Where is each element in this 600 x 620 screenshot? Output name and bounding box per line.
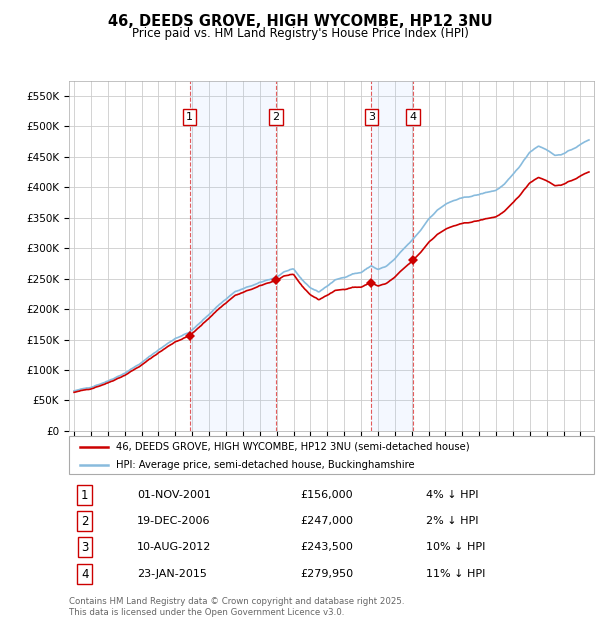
Text: HPI: Average price, semi-detached house, Buckinghamshire: HPI: Average price, semi-detached house,…	[116, 459, 415, 470]
Text: 46, DEEDS GROVE, HIGH WYCOMBE, HP12 3NU (semi-detached house): 46, DEEDS GROVE, HIGH WYCOMBE, HP12 3NU …	[116, 441, 470, 451]
Text: 46, DEEDS GROVE, HIGH WYCOMBE, HP12 3NU: 46, DEEDS GROVE, HIGH WYCOMBE, HP12 3NU	[107, 14, 493, 29]
Text: £247,000: £247,000	[300, 516, 353, 526]
Text: 4: 4	[409, 112, 416, 122]
Text: 2: 2	[81, 515, 89, 528]
Text: 23-JAN-2015: 23-JAN-2015	[137, 569, 207, 580]
Text: £279,950: £279,950	[300, 569, 353, 580]
Text: 10-AUG-2012: 10-AUG-2012	[137, 542, 212, 552]
Text: 11% ↓ HPI: 11% ↓ HPI	[426, 569, 485, 580]
Text: 1: 1	[81, 489, 89, 502]
Text: 10% ↓ HPI: 10% ↓ HPI	[426, 542, 485, 552]
Text: £243,500: £243,500	[300, 542, 353, 552]
Text: 2% ↓ HPI: 2% ↓ HPI	[426, 516, 479, 526]
Text: Contains HM Land Registry data © Crown copyright and database right 2025.
This d: Contains HM Land Registry data © Crown c…	[69, 598, 404, 617]
Text: Price paid vs. HM Land Registry's House Price Index (HPI): Price paid vs. HM Land Registry's House …	[131, 27, 469, 40]
Text: 4: 4	[81, 568, 89, 581]
FancyBboxPatch shape	[69, 436, 594, 474]
Text: 2: 2	[272, 112, 280, 122]
Text: 3: 3	[81, 541, 88, 554]
Text: 3: 3	[368, 112, 375, 122]
Text: £156,000: £156,000	[300, 490, 353, 500]
Bar	[190, 81, 276, 431]
Text: 01-NOV-2001: 01-NOV-2001	[137, 490, 211, 500]
Bar	[371, 81, 413, 431]
Text: 1: 1	[186, 112, 193, 122]
Text: 19-DEC-2006: 19-DEC-2006	[137, 516, 211, 526]
Text: 4% ↓ HPI: 4% ↓ HPI	[426, 490, 479, 500]
